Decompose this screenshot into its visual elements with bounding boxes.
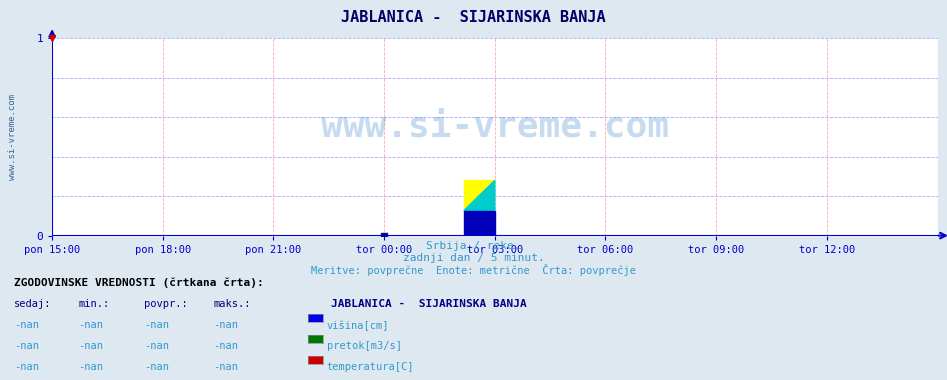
Bar xyxy=(464,211,495,236)
Text: -nan: -nan xyxy=(14,341,39,351)
Text: -nan: -nan xyxy=(213,320,238,330)
Text: -nan: -nan xyxy=(79,341,103,351)
Text: JABLANICA -  SIJARINSKA BANJA: JABLANICA - SIJARINSKA BANJA xyxy=(341,10,606,24)
Text: Meritve: povprečne  Enote: metrične  Črta: povprečje: Meritve: povprečne Enote: metrične Črta:… xyxy=(311,264,636,276)
Text: -nan: -nan xyxy=(14,362,39,372)
Text: www.si-vreme.com: www.si-vreme.com xyxy=(8,94,17,180)
Text: -nan: -nan xyxy=(79,362,103,372)
Polygon shape xyxy=(464,180,495,211)
Text: višina[cm]: višina[cm] xyxy=(327,320,389,331)
Text: maks.:: maks.: xyxy=(213,299,251,309)
Polygon shape xyxy=(464,180,495,211)
Text: -nan: -nan xyxy=(213,362,238,372)
Text: zadnji dan / 5 minut.: zadnji dan / 5 minut. xyxy=(402,253,545,263)
Text: -nan: -nan xyxy=(14,320,39,330)
Text: JABLANICA -  SIJARINSKA BANJA: JABLANICA - SIJARINSKA BANJA xyxy=(331,299,527,309)
Text: temperatura[C]: temperatura[C] xyxy=(327,362,414,372)
Text: -nan: -nan xyxy=(144,341,169,351)
Text: -nan: -nan xyxy=(213,341,238,351)
Text: Srbija / reke.: Srbija / reke. xyxy=(426,241,521,251)
Text: -nan: -nan xyxy=(144,320,169,330)
Text: sedaj:: sedaj: xyxy=(14,299,52,309)
Text: -nan: -nan xyxy=(79,320,103,330)
Text: pretok[m3/s]: pretok[m3/s] xyxy=(327,341,402,351)
Text: min.:: min.: xyxy=(79,299,110,309)
Text: -nan: -nan xyxy=(144,362,169,372)
Text: povpr.:: povpr.: xyxy=(144,299,188,309)
Text: www.si-vreme.com: www.si-vreme.com xyxy=(321,110,669,144)
Text: ZGODOVINSKE VREDNOSTI (črtkana črta):: ZGODOVINSKE VREDNOSTI (črtkana črta): xyxy=(14,277,264,288)
